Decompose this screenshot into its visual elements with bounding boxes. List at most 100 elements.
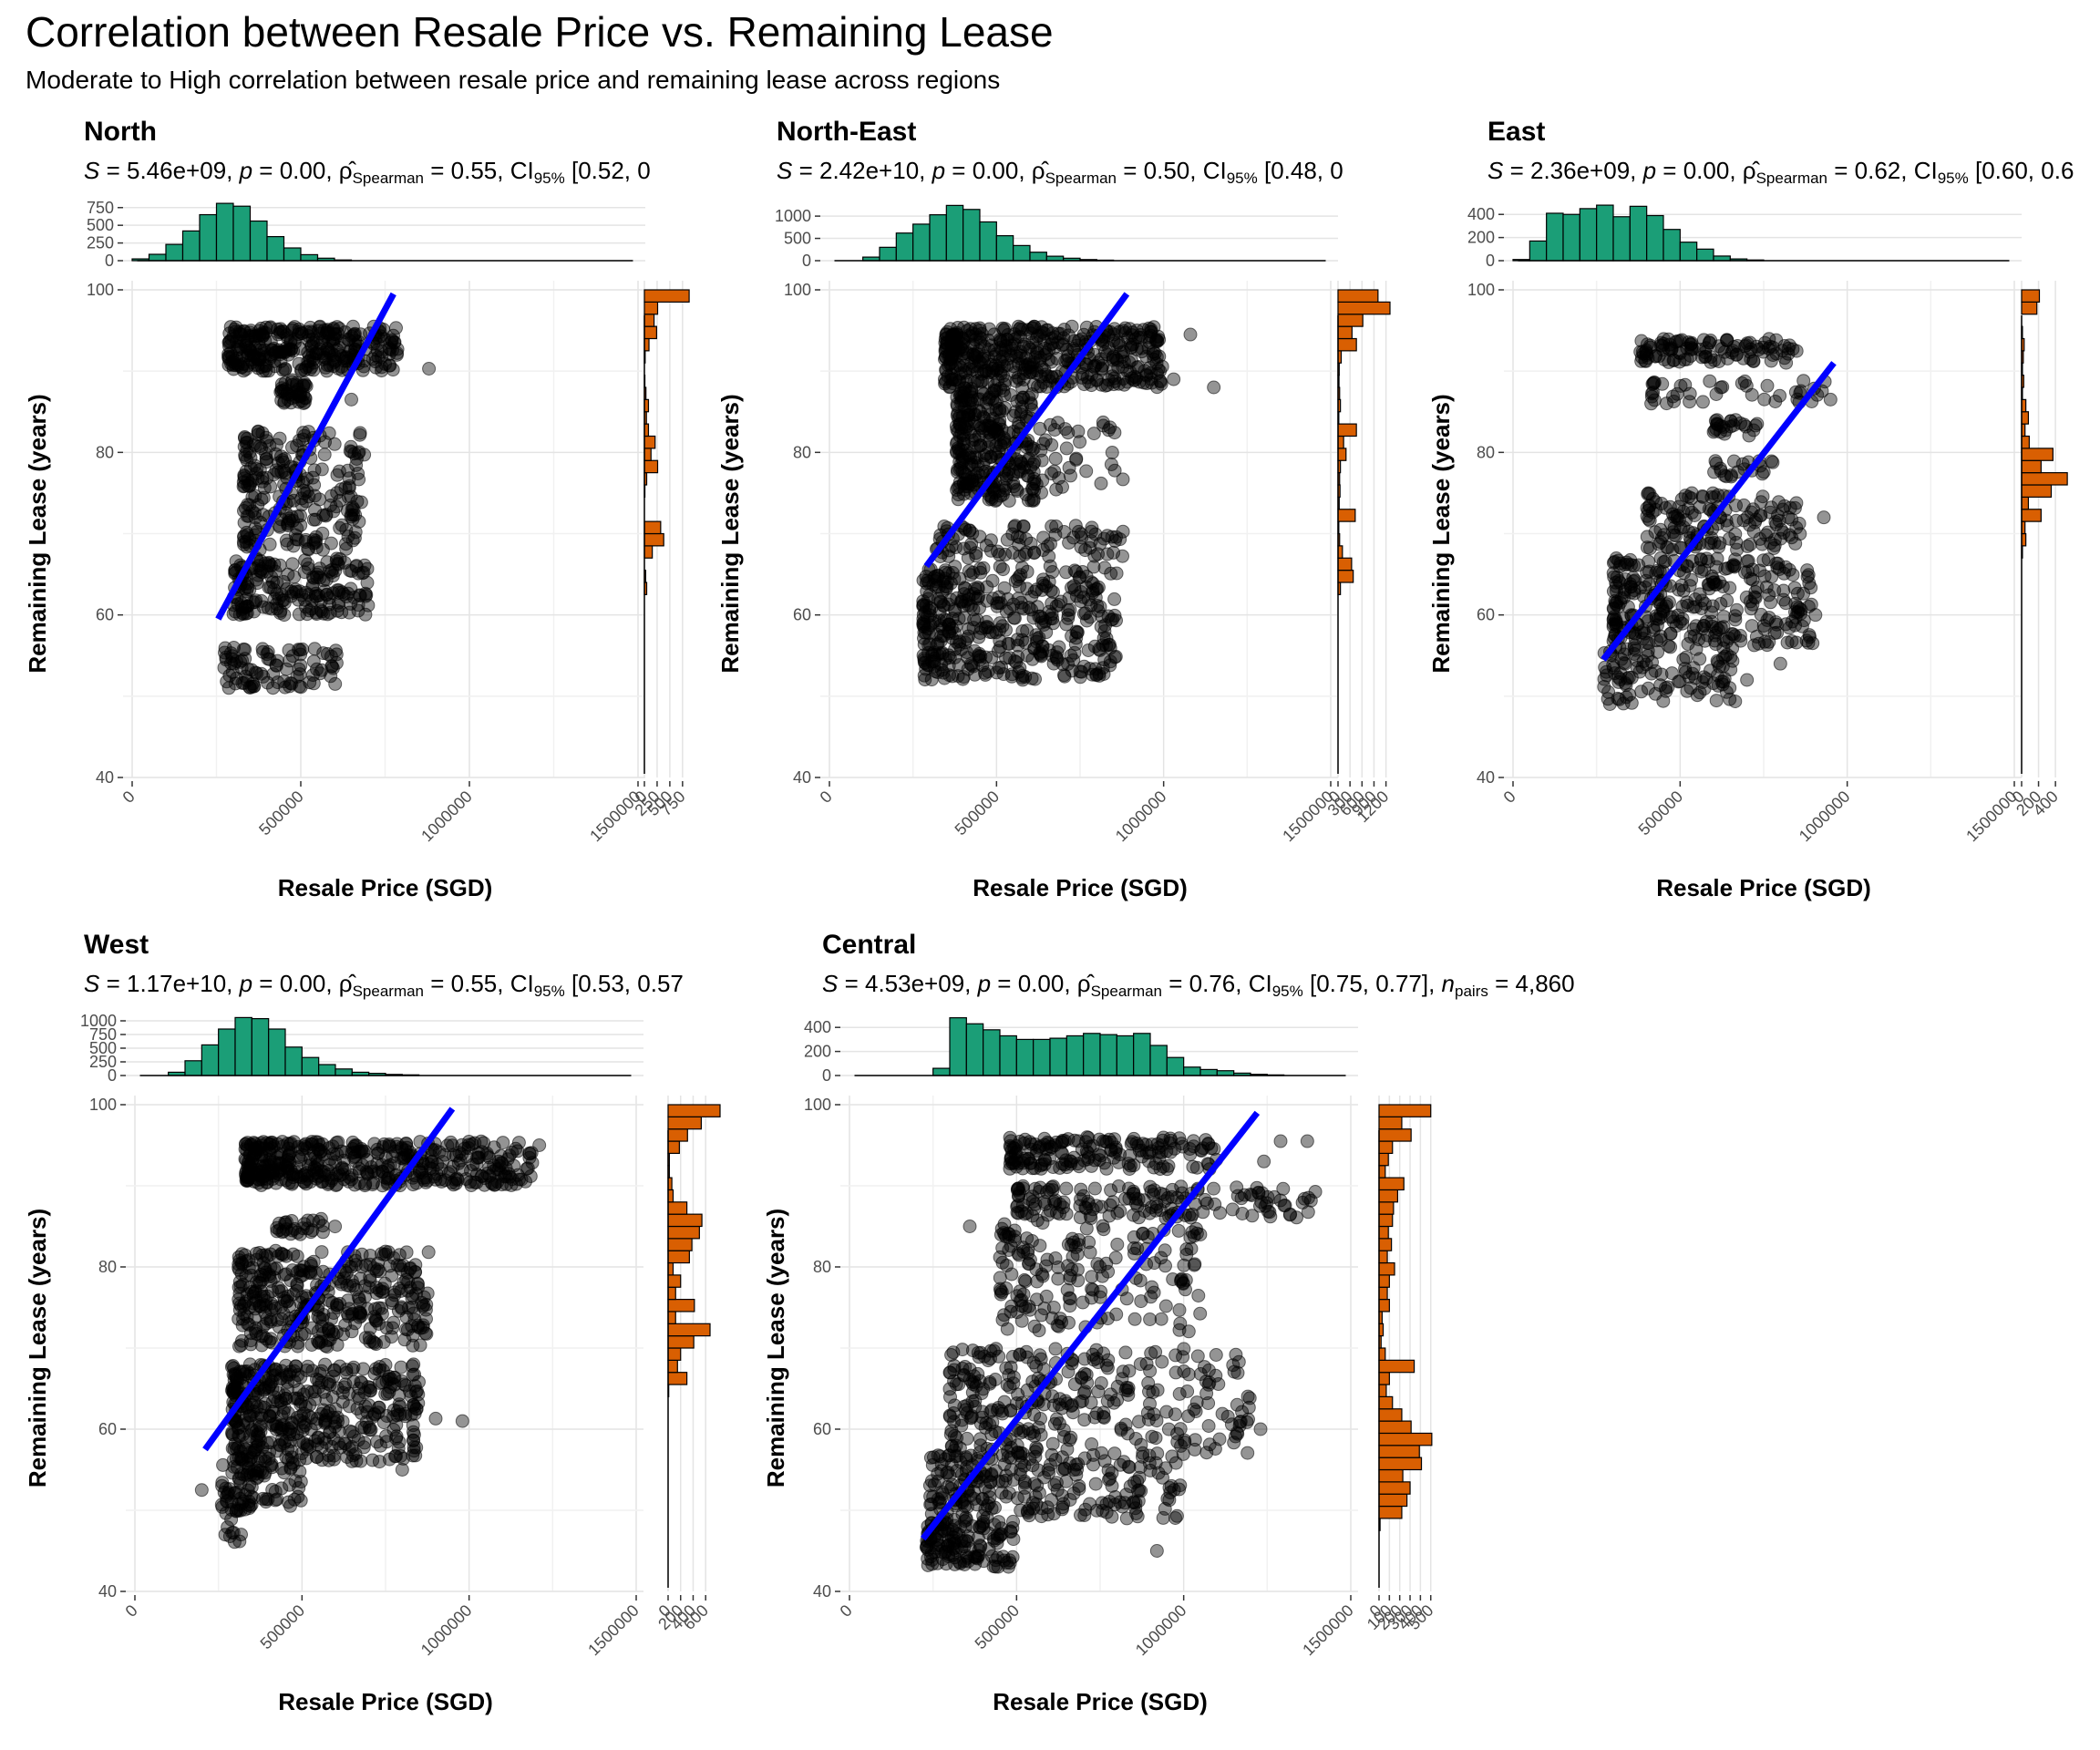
scatter-point	[1720, 593, 1735, 608]
scatter-point	[1045, 326, 1060, 341]
scatter-point	[320, 607, 335, 622]
scatter-point	[1642, 541, 1657, 556]
scatter-point	[1817, 510, 1831, 525]
scatter-point	[243, 1337, 258, 1352]
scatter-point	[1757, 392, 1772, 407]
scatter-point	[237, 468, 252, 482]
scatter-point	[934, 657, 949, 672]
histogram-bar	[184, 1060, 202, 1076]
scatter-point	[311, 1310, 325, 1324]
scatter-point	[1135, 341, 1149, 355]
scatter-point	[236, 356, 251, 371]
scatter-point	[255, 1440, 270, 1455]
scatter-point	[302, 425, 315, 439]
scatter-point	[971, 392, 985, 407]
y-tick-label: 40	[813, 1582, 831, 1601]
scatter-point	[994, 660, 1009, 674]
scatter-point	[274, 1246, 289, 1261]
scatter-point	[1064, 648, 1078, 663]
scatter-point	[400, 1323, 415, 1337]
scatter-point	[1705, 486, 1720, 500]
scatter-point	[493, 1166, 508, 1180]
scatter-point	[1676, 583, 1691, 598]
histogram-bar	[643, 314, 655, 327]
scatter-point	[1702, 578, 1716, 592]
scatter-point	[1693, 499, 1707, 514]
scatter-point	[1020, 648, 1035, 663]
scatter-point	[323, 1426, 337, 1440]
scatter-point	[1729, 513, 1744, 528]
scatter-point	[1782, 621, 1796, 635]
scatter-point	[1697, 562, 1712, 577]
scatter-point	[1014, 405, 1029, 419]
scatter-point	[427, 1143, 442, 1158]
scatter-point	[296, 426, 311, 440]
scatter-point	[1207, 380, 1221, 395]
scatter-point	[304, 1175, 318, 1189]
scatter-point	[234, 1528, 248, 1542]
scatter-point	[954, 394, 969, 408]
histogram-bar	[199, 213, 218, 262]
scatter-point	[321, 1405, 335, 1420]
scatter-point	[342, 605, 356, 620]
scatter-point	[971, 466, 985, 480]
scatter-point	[1014, 393, 1029, 407]
histogram-bar	[667, 1213, 703, 1228]
scatter-point	[297, 1217, 312, 1231]
scatter-point	[295, 1142, 310, 1157]
scatter-point	[435, 1174, 449, 1189]
scatter-point	[1653, 598, 1668, 612]
scatter-point	[1094, 620, 1108, 634]
histogram-bar	[268, 1028, 286, 1076]
scatter-point	[1096, 638, 1110, 653]
histogram-bar	[1337, 557, 1353, 571]
histogram-tick-label: 500	[87, 216, 114, 234]
scatter-point	[973, 561, 987, 576]
scatter-point	[961, 662, 975, 676]
y-tick-label: 80	[793, 443, 811, 461]
scatter-point	[260, 455, 274, 469]
scatter-point	[1036, 437, 1051, 451]
scatter-point	[1052, 471, 1066, 486]
scatter-point	[1066, 530, 1081, 545]
scatter-point	[249, 1246, 263, 1261]
scatter-point	[1688, 592, 1703, 606]
scatter-point	[394, 1449, 407, 1463]
scatter-point	[365, 1453, 380, 1467]
scatter-point	[969, 546, 983, 561]
histogram-bar	[232, 205, 252, 262]
scatter-point	[1024, 326, 1038, 341]
scatter-point	[1093, 600, 1107, 614]
scatter-point	[992, 444, 1006, 458]
scatter-point	[1720, 333, 1735, 347]
scatter-point	[406, 1178, 420, 1192]
scatter-point	[353, 1271, 367, 1286]
histogram-bar	[667, 1128, 688, 1142]
scatter-point	[261, 644, 275, 659]
scatter-point	[286, 493, 301, 508]
scatter-point	[1049, 650, 1064, 664]
scatter-point	[1020, 623, 1035, 638]
scatter-point	[1704, 664, 1717, 678]
scatter-point	[1648, 664, 1662, 678]
scatter-point	[1710, 417, 1724, 431]
scatter-point	[931, 665, 945, 680]
scatter-point	[345, 445, 359, 459]
scatter-point	[1768, 515, 1783, 530]
x-tick-label: 500000	[255, 788, 307, 839]
scatter-point	[356, 565, 371, 580]
scatter-point	[427, 1169, 441, 1184]
panel-title: West	[84, 930, 149, 960]
scatter-point	[253, 1419, 268, 1434]
x-tick-label: 500000	[1635, 788, 1687, 839]
scatter-point	[247, 604, 262, 619]
histogram-bar	[912, 223, 931, 262]
scatter-point	[1025, 443, 1039, 458]
scatter-point	[419, 1326, 434, 1341]
scatter-point	[1120, 364, 1134, 378]
scatter-point	[1670, 386, 1684, 401]
scatter-point	[1728, 552, 1743, 567]
scatter-point	[1696, 619, 1711, 633]
scatter-point	[973, 565, 988, 580]
histogram-bar	[301, 1056, 320, 1076]
